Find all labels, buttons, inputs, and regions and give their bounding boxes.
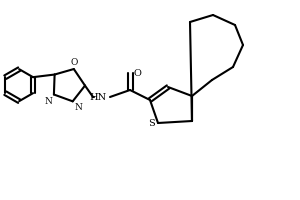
Text: N: N <box>44 97 52 106</box>
Text: HN: HN <box>90 92 107 102</box>
Text: N: N <box>75 103 83 112</box>
Text: S: S <box>148 118 155 128</box>
Text: O: O <box>134 68 142 77</box>
Text: O: O <box>70 58 77 67</box>
